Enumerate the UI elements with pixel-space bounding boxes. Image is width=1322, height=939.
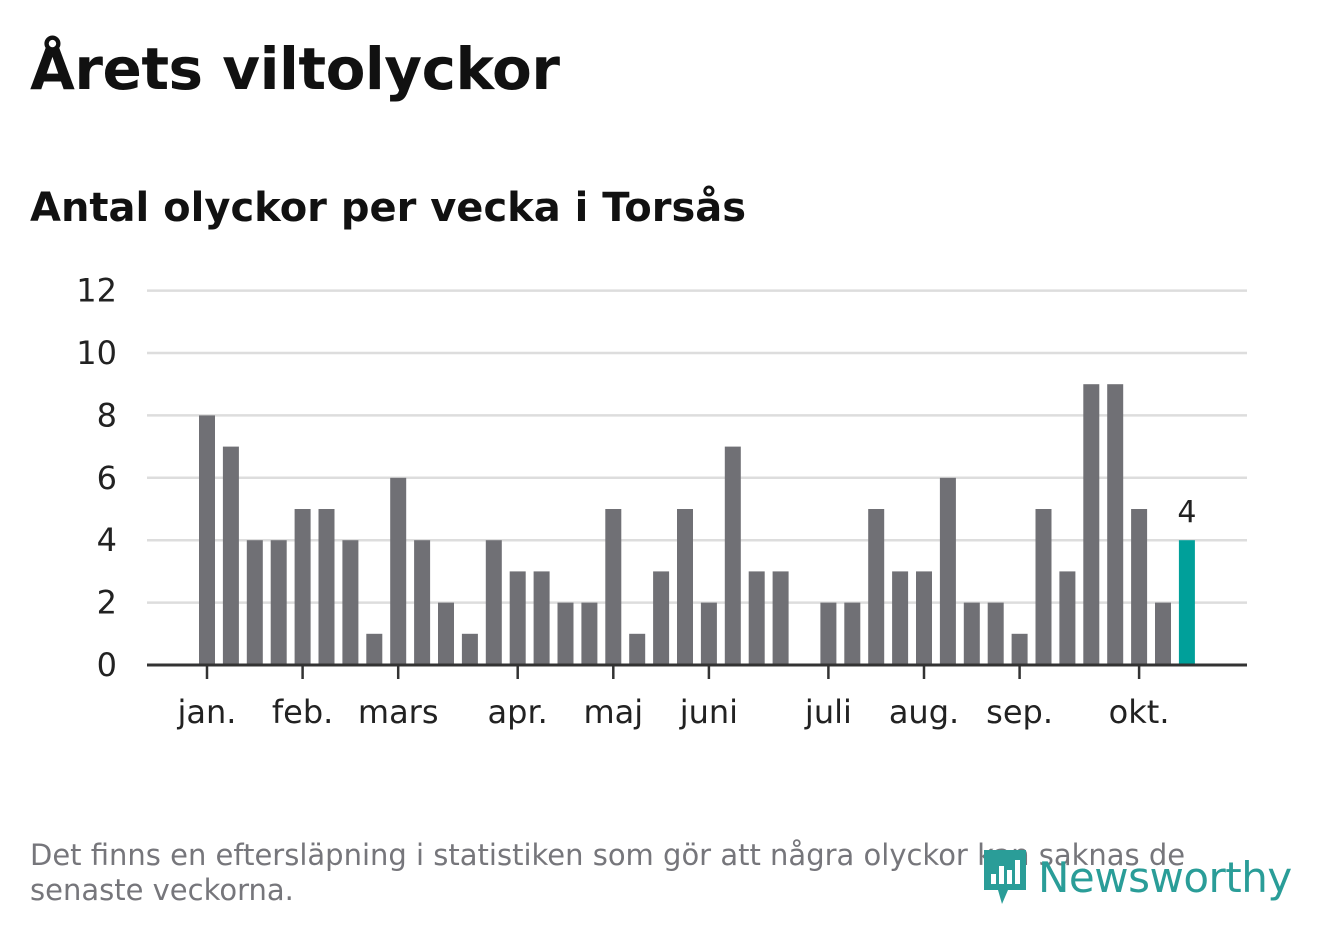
bar xyxy=(1155,602,1171,665)
bar xyxy=(390,477,407,665)
bar xyxy=(557,602,574,665)
y-tick-label: 0 xyxy=(97,646,117,684)
chart-title: Årets viltolyckor xyxy=(30,35,560,103)
newsworthy-logo: Newsworthy xyxy=(980,846,1292,908)
bar xyxy=(485,540,502,665)
bar xyxy=(1035,509,1052,665)
bars-layer xyxy=(199,384,1195,665)
x-tick-label: feb. xyxy=(272,693,333,730)
highlight-value-label: 4 xyxy=(1177,495,1196,530)
bar xyxy=(294,509,311,665)
bar xyxy=(246,540,263,665)
bar-highlight xyxy=(1178,540,1195,665)
bar xyxy=(868,509,885,665)
bar xyxy=(533,571,550,665)
x-tick-label: aug. xyxy=(889,693,959,730)
bar xyxy=(366,633,383,665)
y-tick-label: 10 xyxy=(76,334,117,372)
y-tick-label: 4 xyxy=(97,521,117,559)
bar-chart-speech-bubble-icon xyxy=(984,850,1026,904)
bar xyxy=(748,571,765,665)
x-tick-label: okt. xyxy=(1109,693,1170,730)
bar xyxy=(1083,384,1100,665)
x-tick-label: mars xyxy=(358,693,439,730)
x-tick-label: apr. xyxy=(488,693,548,730)
x-tick-label: juli xyxy=(804,693,852,730)
y-tick-label: 8 xyxy=(97,396,117,434)
grid-layer xyxy=(147,289,1247,604)
bar xyxy=(653,571,670,665)
bar xyxy=(772,571,789,665)
logo-text: Newsworthy xyxy=(1038,852,1292,902)
bar xyxy=(509,571,526,665)
bar xyxy=(1059,571,1076,665)
bar xyxy=(1011,633,1028,665)
bar xyxy=(270,540,287,665)
y-tick-label: 12 xyxy=(76,272,117,310)
bar xyxy=(199,415,215,665)
x-tick-label: juni xyxy=(679,693,738,730)
bar xyxy=(724,446,741,665)
bar xyxy=(629,633,646,665)
bar xyxy=(414,540,431,665)
x-tick-label: sep. xyxy=(986,693,1053,730)
bar xyxy=(1107,384,1124,665)
bar xyxy=(700,602,717,665)
y-tick-label: 2 xyxy=(97,584,117,622)
x-tick-label: maj xyxy=(583,693,643,730)
bar xyxy=(605,509,622,665)
bar xyxy=(318,509,335,665)
bar xyxy=(222,446,239,665)
bar xyxy=(820,602,837,665)
bar xyxy=(939,477,956,665)
bar-chart: 0 2 4 6 8 10 12 4 jan. feb. mars apr. maj juni juli aug… xyxy=(76,272,1247,730)
bar xyxy=(461,633,478,665)
bar xyxy=(677,509,693,665)
bar xyxy=(892,571,909,665)
bar xyxy=(844,602,861,665)
chart-subtitle: Antal olyckor per vecka i Torsås xyxy=(30,185,747,231)
bar xyxy=(1131,509,1148,665)
bar xyxy=(963,602,980,665)
x-tick-label: jan. xyxy=(177,693,237,730)
bar xyxy=(916,571,932,665)
bar xyxy=(581,602,598,665)
bar xyxy=(342,540,359,665)
bar xyxy=(987,602,1004,665)
bar xyxy=(438,602,454,665)
y-tick-label: 6 xyxy=(97,459,117,497)
axis-layer: 0 2 4 6 8 10 12 4 jan. feb. mars apr. maj juni juli aug… xyxy=(76,272,1247,730)
